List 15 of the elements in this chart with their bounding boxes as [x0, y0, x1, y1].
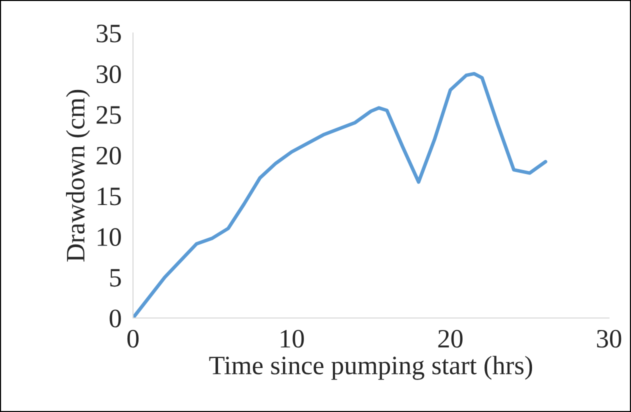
- y-tick-label: 20: [96, 146, 121, 165]
- x-tick-label: 30: [597, 330, 622, 348]
- x-tick-label: 0: [127, 330, 139, 348]
- y-tick-label: 35: [96, 24, 121, 42]
- y-tick-label: 0: [110, 310, 121, 328]
- y-tick-label: 15: [98, 188, 121, 206]
- x-axis-title: Time since pumping start (hrs): [209, 356, 532, 380]
- y-tick-label: 10: [98, 228, 121, 246]
- y-tick-label: 30: [96, 65, 121, 84]
- y-tick-label: 25: [96, 106, 121, 124]
- y-tick-label: 5: [110, 269, 121, 287]
- line-series: [133, 72, 548, 318]
- x-tick-label: 20: [438, 330, 463, 348]
- y-axis-title: Drawdown (cm): [66, 90, 90, 262]
- x-tick-label: 10: [280, 330, 304, 348]
